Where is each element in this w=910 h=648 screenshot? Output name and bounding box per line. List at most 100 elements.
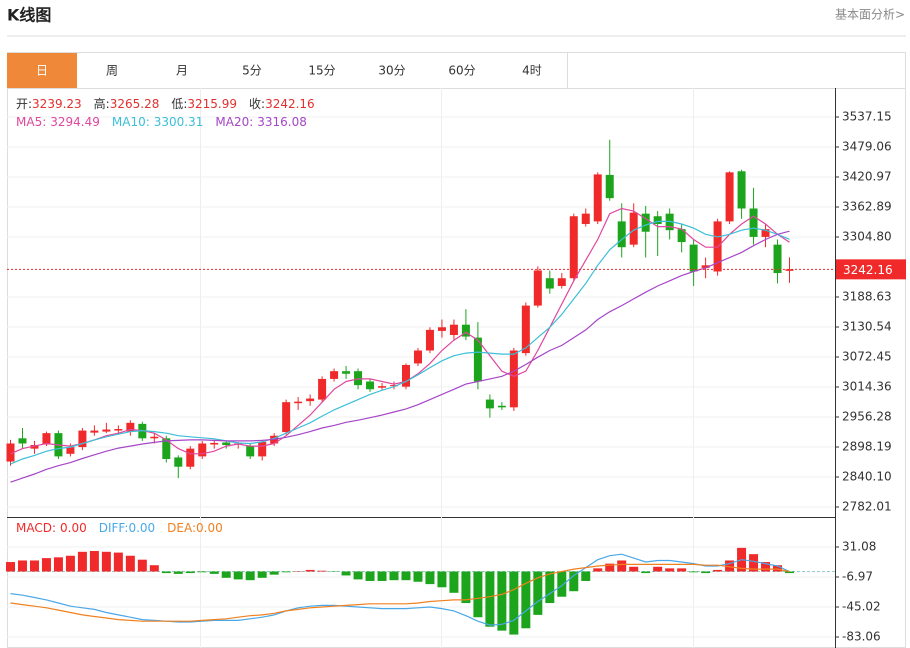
candle-body xyxy=(390,385,399,387)
macd-bar xyxy=(437,571,447,588)
macd-bar xyxy=(413,571,423,582)
macd-bar xyxy=(533,571,543,615)
macd-bar xyxy=(785,571,794,574)
ma-line xyxy=(10,220,790,465)
fundamental-link[interactable]: 基本面分析> xyxy=(835,8,905,22)
macd-bar xyxy=(605,563,615,572)
tab[interactable] xyxy=(427,53,497,88)
legend: 开:3239.23 高:3265.28 低:3215.99 收:3242.16 xyxy=(16,96,315,111)
tab-label[interactable]: 15分 xyxy=(308,64,335,78)
candle-body xyxy=(354,371,363,386)
legend: MACD: 0.00 DIFF:0.00 DEA:0.00 xyxy=(16,521,223,535)
candle-body xyxy=(557,278,566,286)
candle-body xyxy=(605,174,614,199)
macd-bar xyxy=(665,568,675,572)
candle-body xyxy=(461,324,470,337)
y-tick-label: 2956.28 xyxy=(842,409,892,423)
macd-bar xyxy=(617,560,627,572)
macd-bar xyxy=(509,571,519,635)
candle-body xyxy=(318,378,327,400)
y-tick-label: 3304.80 xyxy=(842,229,892,243)
tab[interactable] xyxy=(217,53,287,88)
macd-bar xyxy=(113,552,123,572)
tab[interactable] xyxy=(497,53,567,88)
tab[interactable] xyxy=(7,53,77,88)
tab-label[interactable]: 60分 xyxy=(448,64,475,78)
tab[interactable] xyxy=(357,53,427,88)
candle-body xyxy=(330,371,339,379)
candle-body xyxy=(294,401,303,404)
tab-label[interactable]: 日 xyxy=(36,64,48,78)
legend-value: 3316.08 xyxy=(257,115,307,129)
legend-value: 3239.23 xyxy=(32,97,82,111)
y-tick-label: 3537.15 xyxy=(842,109,892,123)
candle-body xyxy=(246,446,255,457)
candle-body xyxy=(653,216,662,224)
candle-body xyxy=(677,229,686,243)
macd-bar xyxy=(653,566,663,572)
macd-bar xyxy=(29,560,39,572)
macd-bar xyxy=(149,565,159,572)
candle-body xyxy=(425,329,434,351)
candle-body xyxy=(306,398,315,402)
macd-bar xyxy=(425,571,435,585)
legend-name: DIFF: xyxy=(99,521,129,535)
tab[interactable] xyxy=(147,53,217,88)
macd-bar xyxy=(557,571,567,597)
macd-bar xyxy=(89,551,99,572)
candle-body xyxy=(222,442,231,446)
legend-value: 3215.99 xyxy=(187,97,237,111)
candle-body xyxy=(66,447,75,454)
macd-bar xyxy=(461,571,471,604)
legend: MA5: 3294.49 MA10: 3300.31 MA20: 3316.08 xyxy=(16,115,307,129)
macd-bar xyxy=(125,555,135,572)
y-tick-label: -45.02 xyxy=(842,600,881,614)
macd-bar xyxy=(401,571,411,581)
candle-body xyxy=(42,433,51,445)
tab[interactable] xyxy=(77,53,147,88)
tab-label[interactable]: 4时 xyxy=(522,64,542,78)
macd-bar xyxy=(209,571,219,574)
macd-bar xyxy=(173,571,183,574)
candle-body xyxy=(533,270,542,306)
macd-bar xyxy=(53,557,63,572)
macd-bar xyxy=(281,571,291,573)
macd-bar xyxy=(65,555,75,572)
candle-body xyxy=(593,174,602,222)
macd-bar xyxy=(377,571,387,581)
candle-body xyxy=(366,381,375,390)
candle-body xyxy=(449,324,458,336)
y-tick-label: 31.08 xyxy=(842,540,876,554)
macd-bar xyxy=(101,551,111,572)
legend-name: MA20: xyxy=(215,115,253,129)
candle-body xyxy=(78,430,87,448)
candle-body xyxy=(18,438,27,444)
candle-body xyxy=(162,438,171,459)
macd-bar xyxy=(689,571,699,573)
candle-body xyxy=(497,405,506,408)
candle-body xyxy=(114,429,123,431)
candle-body xyxy=(378,386,387,388)
candle-body xyxy=(785,269,794,271)
candle-body xyxy=(629,212,638,245)
candle-body xyxy=(581,213,590,224)
macd-bar xyxy=(365,571,375,581)
legend-name: MA10: xyxy=(112,115,150,129)
tab-label[interactable]: 周 xyxy=(106,64,118,78)
tab-label[interactable]: 月 xyxy=(176,64,188,78)
y-tick-label: 3420.97 xyxy=(842,169,892,183)
tab[interactable] xyxy=(287,53,357,88)
legend-name: 开: xyxy=(16,97,32,111)
macd-bar xyxy=(677,568,687,572)
macd-bar xyxy=(593,568,603,572)
macd-bar xyxy=(17,560,27,572)
macd-bar xyxy=(749,554,759,572)
tab-label[interactable]: 5分 xyxy=(242,64,262,78)
macd-bar xyxy=(497,571,507,631)
tab-label[interactable]: 30分 xyxy=(378,64,405,78)
chart-frame xyxy=(7,52,906,648)
legend-name: MA5: xyxy=(16,115,46,129)
y-tick-label: 3362.89 xyxy=(842,199,892,213)
macd-bar xyxy=(545,571,555,604)
